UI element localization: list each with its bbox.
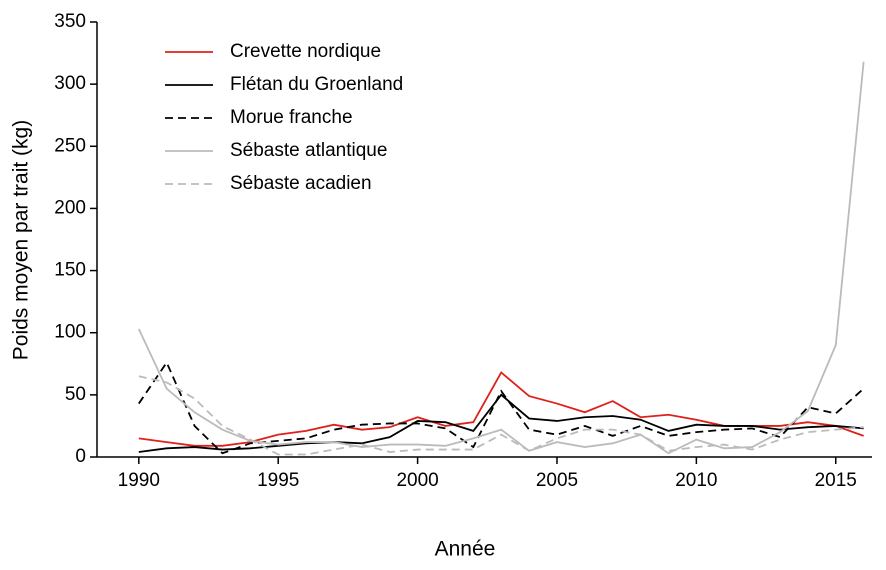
x-tick-label: 2010 bbox=[675, 470, 717, 491]
x-tick-label: 2005 bbox=[536, 470, 578, 491]
legend-label: Crevette nordique bbox=[230, 41, 381, 62]
y-tick-label: 0 bbox=[75, 446, 86, 467]
series-line bbox=[138, 61, 865, 455]
y-tick-label: 150 bbox=[54, 260, 86, 281]
x-tick-label: 1995 bbox=[257, 470, 299, 491]
series-line bbox=[138, 393, 864, 453]
y-tick-label: 300 bbox=[54, 73, 86, 94]
y-tick-label: 350 bbox=[54, 11, 86, 32]
x-tick-label: 1990 bbox=[118, 470, 160, 491]
x-tick-label: 2015 bbox=[815, 470, 857, 491]
legend-label: Flétan du Groenland bbox=[230, 74, 403, 95]
series-line bbox=[138, 375, 864, 456]
y-tick-label: 100 bbox=[54, 322, 86, 343]
y-axis-title: Poids moyen par trait (kg) bbox=[10, 120, 33, 360]
y-tick-label: 50 bbox=[65, 384, 86, 405]
legend-label: Morue franche bbox=[230, 107, 353, 128]
y-tick-label: 200 bbox=[54, 197, 86, 218]
x-tick-label: 2000 bbox=[396, 470, 438, 491]
legend-label: Sébaste acadien bbox=[230, 173, 372, 194]
x-axis-title: Année bbox=[435, 538, 496, 561]
y-tick-label: 250 bbox=[54, 135, 86, 156]
legend-label: Sébaste atlantique bbox=[230, 140, 387, 161]
